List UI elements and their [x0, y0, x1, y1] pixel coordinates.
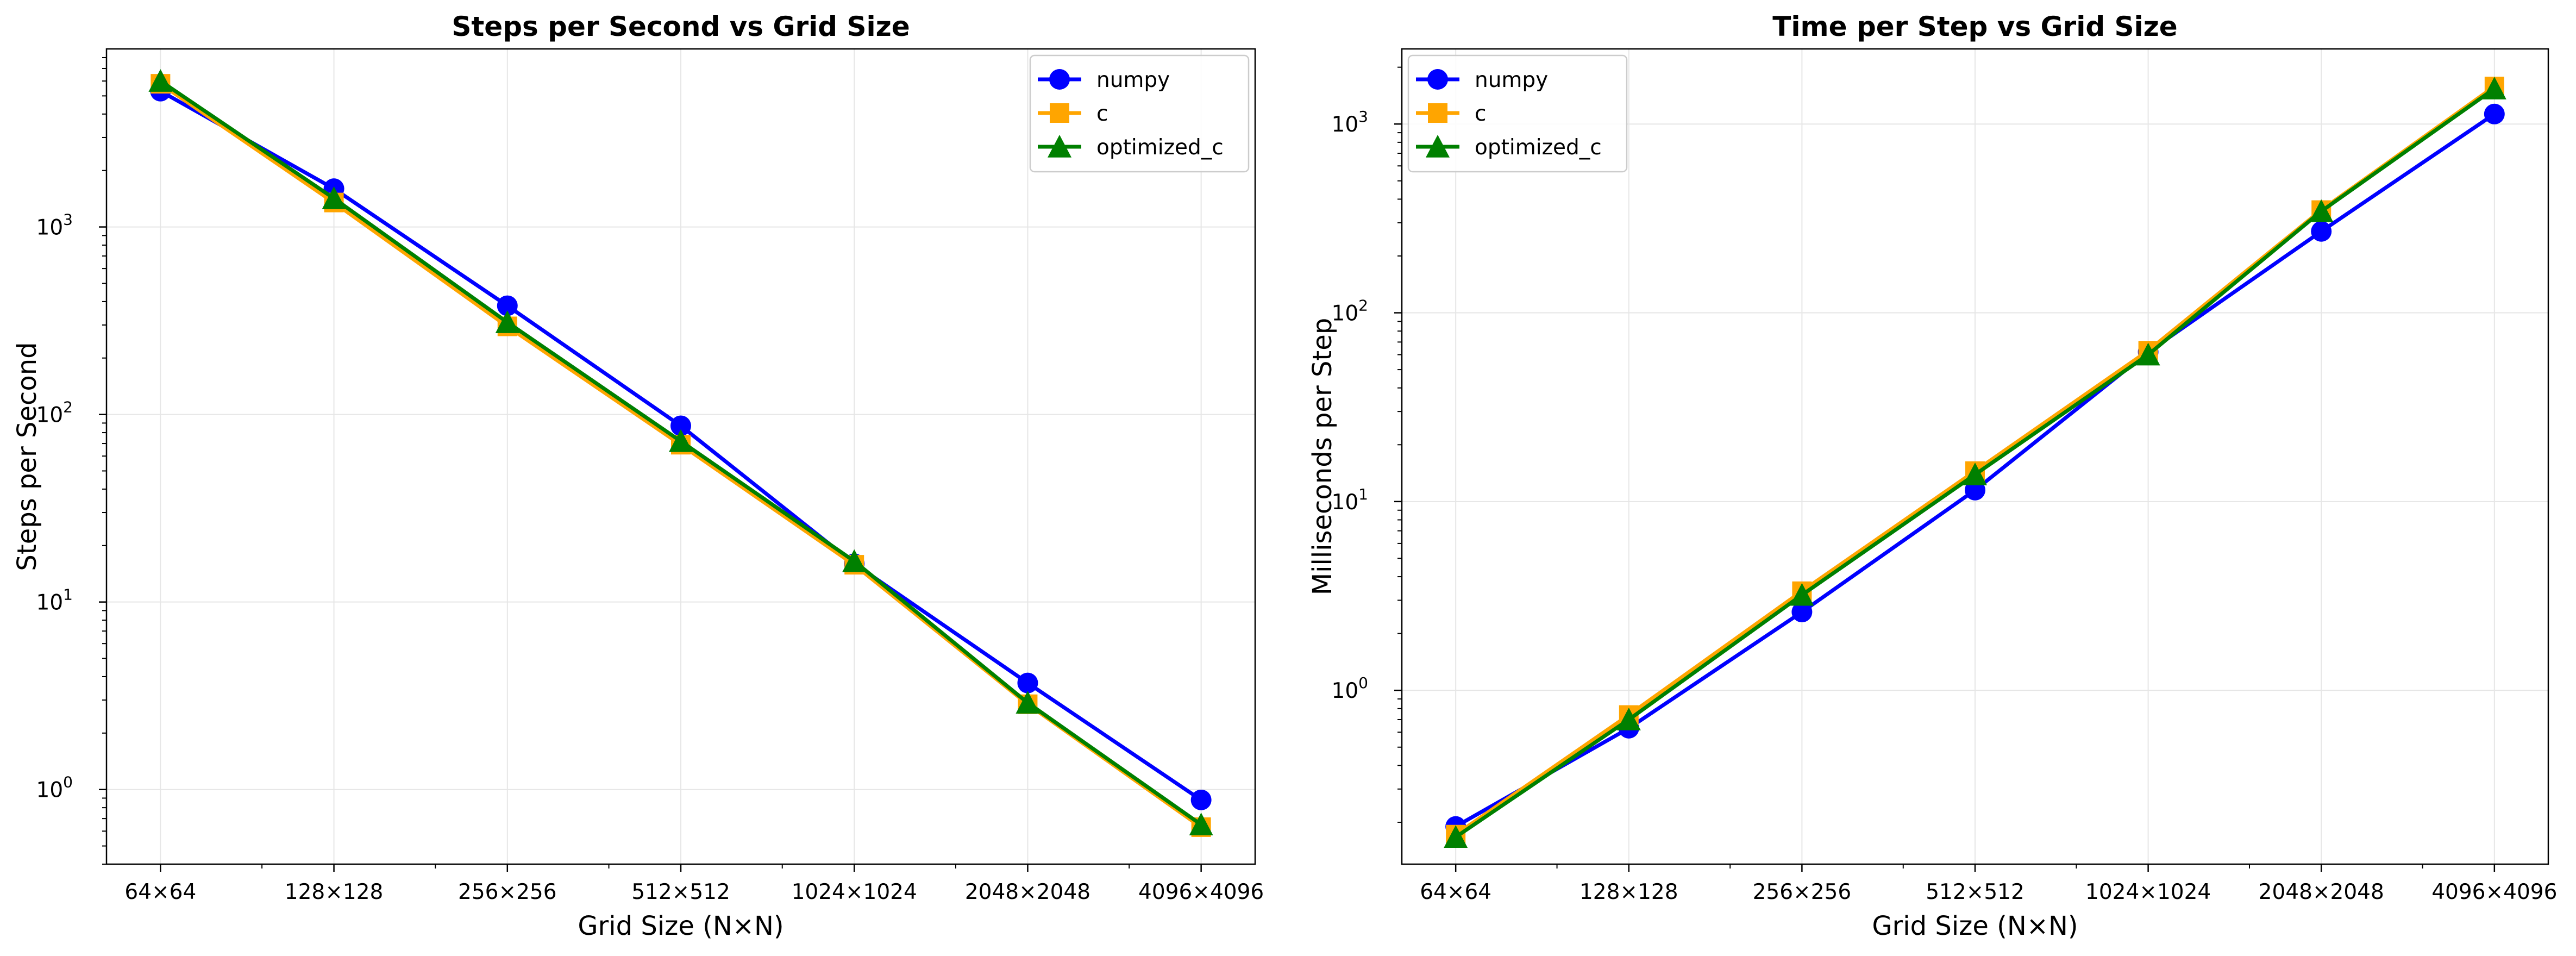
series-layer: [1444, 77, 2506, 848]
data-point-numpy: [2484, 103, 2505, 124]
y-axis-label: Milliseconds per Step: [1307, 318, 1338, 596]
x-tick-label: 2048×2048: [2259, 880, 2384, 904]
data-point-optimized_c: [148, 69, 173, 92]
y-tick-label: 101: [36, 586, 73, 615]
y-tick-label: 100: [1332, 674, 1368, 703]
legend: numpy c optimized_c: [1029, 54, 1250, 173]
legend-entry-c: c: [1038, 102, 1108, 126]
x-tick-label: 512×512: [1926, 880, 2025, 904]
chart-time-per-step: Time per Step vs Grid Size Grid Size (N×…: [1307, 11, 2557, 941]
y-tick-label: 101: [1332, 485, 1368, 515]
series-optimized_c: [148, 69, 1213, 836]
axis-ticks: 64×64 128×128 256×256 512×512 1024×1024 2048×…: [36, 57, 1264, 904]
data-point-optimized_c: [1963, 463, 1987, 485]
legend-label: c: [1096, 102, 1108, 126]
x-tick-label: 1024×1024: [792, 880, 917, 904]
data-point-numpy: [1017, 672, 1038, 693]
legend-entry-optimized_c: optimized_c: [1038, 135, 1224, 160]
legend-entry-numpy: numpy: [1038, 68, 1170, 92]
legend-marker: [1048, 135, 1071, 158]
data-point-optimized_c: [2309, 199, 2334, 222]
chart-title: Time per Step vs Grid Size: [1772, 11, 2177, 42]
x-tick-label: 4096×4096: [2431, 880, 2557, 904]
series-optimized_c: [1444, 77, 2506, 848]
legend-label: c: [1475, 102, 1486, 126]
x-axis-label: Grid Size (N×N): [1872, 911, 2078, 941]
legend-marker: [1050, 103, 1069, 123]
data-point-optimized_c: [1189, 813, 1213, 836]
legend-box: [1029, 54, 1250, 173]
legend-entry-optimized_c: optimized_c: [1416, 135, 1602, 160]
data-point-optimized_c: [322, 186, 346, 209]
y-tick-label: 102: [1332, 297, 1368, 326]
y-axis-label: Steps per Second: [12, 342, 42, 571]
data-point-optimized_c: [669, 429, 693, 452]
x-tick-label: 256×256: [1753, 880, 1852, 904]
x-tick-label: 64×64: [1420, 880, 1491, 904]
data-point-optimized_c: [495, 310, 519, 333]
y-tick-label: 103: [1332, 108, 1368, 137]
x-tick-label: 64×64: [124, 880, 196, 904]
x-tick-label: 128×128: [1580, 880, 1678, 904]
x-axis-label: Grid Size (N×N): [578, 911, 784, 941]
x-tick-label: 4096×4096: [1138, 880, 1264, 904]
x-tick-label: 2048×2048: [965, 880, 1090, 904]
legend-marker: [1049, 69, 1070, 90]
legend-label: optimized_c: [1475, 135, 1602, 160]
data-point-optimized_c: [2482, 77, 2506, 99]
x-tick-label: 128×128: [285, 880, 384, 904]
data-point-optimized_c: [1016, 691, 1040, 714]
legend-label: numpy: [1475, 68, 1548, 92]
data-point-optimized_c: [1616, 707, 1641, 730]
series-layer: [148, 69, 1213, 837]
data-point-numpy: [2311, 221, 2332, 242]
x-tick-label: 1024×1024: [2085, 880, 2211, 904]
data-point-optimized_c: [842, 549, 867, 572]
x-tick-label: 512×512: [631, 880, 730, 904]
axis-ticks: 64×64 128×128 256×256 512×512 1024×1024 2048×…: [1332, 66, 2557, 904]
legend-marker: [1427, 69, 1448, 90]
legend: numpy c optimized_c: [1407, 54, 1628, 173]
data-point-numpy: [1190, 789, 1212, 810]
legend-marker: [1426, 135, 1450, 158]
data-point-numpy: [670, 415, 691, 436]
legend-box: [1407, 54, 1628, 173]
data-point-optimized_c: [2136, 342, 2160, 366]
legend-marker: [1428, 103, 1447, 123]
y-tick-label: 100: [36, 773, 73, 803]
y-tick-label: 103: [36, 211, 73, 240]
data-point-optimized_c: [1444, 825, 1468, 848]
data-point-numpy: [497, 295, 518, 316]
x-tick-label: 256×256: [458, 880, 557, 904]
data-point-numpy: [1791, 602, 1813, 623]
legend-entry-numpy: numpy: [1416, 68, 1548, 92]
y-tick-label: 102: [36, 398, 73, 428]
legend-entry-c: c: [1416, 102, 1486, 126]
data-point-optimized_c: [1790, 583, 1814, 606]
chart-steps-per-second: Steps per Second vs Grid Size Grid Size …: [12, 11, 1264, 941]
legend-label: numpy: [1096, 68, 1170, 92]
chart-title: Steps per Second vs Grid Size: [452, 11, 910, 42]
legend-label: optimized_c: [1096, 135, 1224, 160]
